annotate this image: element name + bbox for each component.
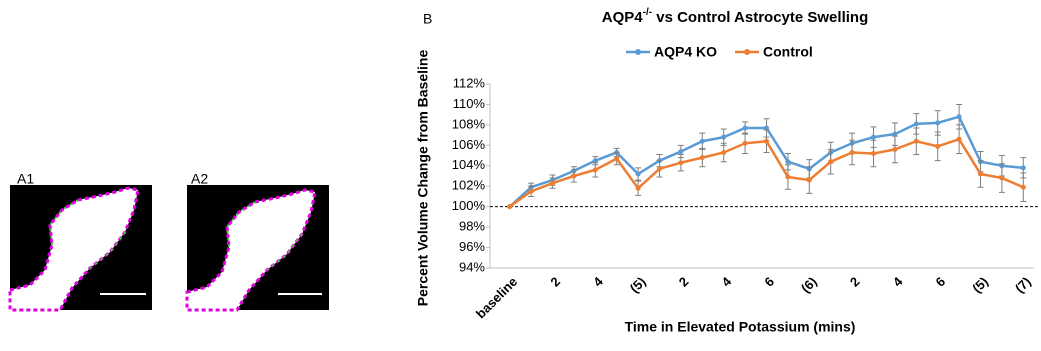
point [1021,185,1026,190]
x-tick-label: 4 [719,273,735,289]
point [678,149,683,154]
y-tick-label: 112% [453,75,486,90]
panel-label: A1 [17,171,34,187]
y-axis-title: Percent Volume Change from Baseline [415,50,431,307]
y-tick-label: 94% [459,259,485,274]
point [764,139,769,144]
point [871,135,876,140]
x-tick-label: baseline [473,274,520,321]
point [721,135,726,140]
point [636,186,641,191]
point [914,139,919,144]
point [507,204,512,209]
point [529,189,534,194]
point [700,139,705,144]
x-tick-label: 2 [676,274,692,290]
panel-label: A2 [191,171,208,187]
x-tick-label: 4 [890,273,906,289]
x-axis-title: Time in Elevated Potassium (mins) [625,319,856,335]
figure: A1 A2 B AQP4-/- vs Control Astrocyte Swe… [0,0,1041,351]
point [957,137,962,142]
x-tick-label: 6 [933,274,949,290]
x-tick-label: (7) [1012,274,1034,296]
micrograph [10,185,152,310]
chart-title: AQP4-/- vs Control Astrocyte Swelling [602,7,868,26]
y-tick-label: 106% [452,137,486,152]
x-tick-label: 2 [547,274,563,290]
title-rest: vs Control Astrocyte Swelling [652,9,868,26]
legend-label: Control [763,44,813,60]
x-tick-label: 2 [847,274,863,290]
point [636,171,641,176]
y-tick-label: 100% [452,198,486,213]
x-tick-label: (6) [798,274,820,296]
y-tick-label: 104% [452,157,486,172]
point [892,147,897,152]
point [999,176,1004,181]
y-tick-label: 98% [459,219,485,234]
point [657,166,662,171]
y-tick-label: 108% [452,116,486,131]
legend-label: AQP4 KO [654,44,717,60]
point [978,171,983,176]
point [935,144,940,149]
panel-label: B [423,11,432,27]
point [807,178,812,183]
point [935,120,940,125]
point [785,175,790,180]
point [571,174,576,179]
y-tick-label: 102% [452,178,486,193]
legend-marker [635,49,641,55]
point [743,141,748,146]
x-tick-label: (5) [627,274,649,296]
micrograph [187,185,329,310]
title-superscript: -/- [643,7,652,18]
point [785,159,790,164]
point [957,114,962,119]
point [700,155,705,160]
y-tick-label: 96% [459,239,485,254]
point [614,156,619,161]
point [721,150,726,155]
point [593,167,598,172]
x-tick-label: (5) [969,274,991,296]
point [743,125,748,130]
legend-marker [744,49,750,55]
title-main: AQP4 [602,9,644,26]
point [1021,165,1026,170]
point [850,150,855,155]
x-tick-label: 4 [590,273,606,289]
point [871,151,876,156]
x-tick-label: 6 [761,274,777,290]
point [914,121,919,126]
point [828,159,833,164]
point [678,160,683,165]
y-tick-label: 110% [453,96,486,111]
point [550,181,555,186]
